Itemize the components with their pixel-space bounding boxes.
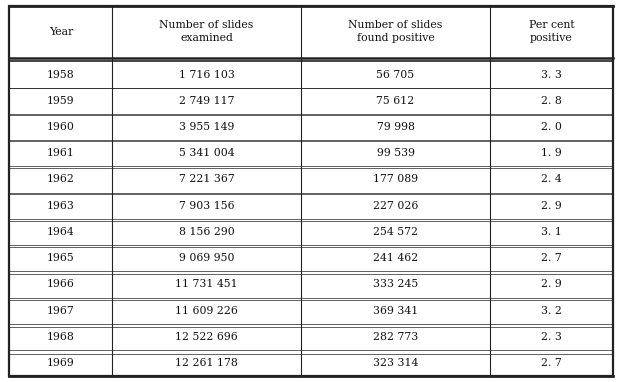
Text: 11 609 226: 11 609 226 bbox=[175, 306, 238, 316]
Text: 1961: 1961 bbox=[47, 148, 75, 158]
Text: 1959: 1959 bbox=[47, 96, 75, 106]
Text: 1 716 103: 1 716 103 bbox=[179, 70, 234, 79]
Text: 323 314: 323 314 bbox=[373, 358, 418, 368]
Text: 333 245: 333 245 bbox=[373, 280, 418, 290]
Text: 11 731 451: 11 731 451 bbox=[175, 280, 238, 290]
Text: 241 462: 241 462 bbox=[373, 253, 418, 263]
Text: 1969: 1969 bbox=[47, 358, 75, 368]
Text: 227 026: 227 026 bbox=[373, 201, 418, 211]
Text: 1968: 1968 bbox=[47, 332, 75, 342]
Text: 12 522 696: 12 522 696 bbox=[175, 332, 238, 342]
Text: 2. 8: 2. 8 bbox=[541, 96, 562, 106]
Text: 2. 7: 2. 7 bbox=[541, 358, 562, 368]
Text: Year: Year bbox=[49, 27, 73, 37]
Text: 8 156 290: 8 156 290 bbox=[179, 227, 234, 237]
Text: 3 955 149: 3 955 149 bbox=[179, 122, 234, 132]
Text: 282 773: 282 773 bbox=[373, 332, 418, 342]
Text: 1958: 1958 bbox=[47, 70, 75, 79]
Text: 2. 3: 2. 3 bbox=[541, 332, 562, 342]
Text: 3. 1: 3. 1 bbox=[541, 227, 562, 237]
Text: 79 998: 79 998 bbox=[376, 122, 414, 132]
Text: 7 221 367: 7 221 367 bbox=[179, 175, 234, 185]
Text: 2. 0: 2. 0 bbox=[541, 122, 562, 132]
Text: 2. 9: 2. 9 bbox=[541, 280, 562, 290]
Text: 1964: 1964 bbox=[47, 227, 75, 237]
Text: Number of slides
found positive: Number of slides found positive bbox=[348, 21, 443, 43]
Text: 99 539: 99 539 bbox=[376, 148, 414, 158]
Text: 3. 3: 3. 3 bbox=[541, 70, 562, 79]
Text: 1967: 1967 bbox=[47, 306, 75, 316]
Text: Number of slides
examined: Number of slides examined bbox=[159, 21, 254, 43]
Text: 2. 4: 2. 4 bbox=[541, 175, 562, 185]
Text: 1962: 1962 bbox=[47, 175, 75, 185]
Text: 9 069 950: 9 069 950 bbox=[179, 253, 234, 263]
Text: 254 572: 254 572 bbox=[373, 227, 418, 237]
Text: 75 612: 75 612 bbox=[376, 96, 415, 106]
Text: 1963: 1963 bbox=[47, 201, 75, 211]
Text: 369 341: 369 341 bbox=[373, 306, 418, 316]
Text: Per cent
positive: Per cent positive bbox=[529, 21, 574, 43]
Text: 1960: 1960 bbox=[47, 122, 75, 132]
Text: 2. 7: 2. 7 bbox=[541, 253, 562, 263]
Text: 7 903 156: 7 903 156 bbox=[179, 201, 234, 211]
Text: 1965: 1965 bbox=[47, 253, 75, 263]
Text: 177 089: 177 089 bbox=[373, 175, 418, 185]
Text: 12 261 178: 12 261 178 bbox=[175, 358, 238, 368]
Text: 1. 9: 1. 9 bbox=[541, 148, 562, 158]
Text: 2. 9: 2. 9 bbox=[541, 201, 562, 211]
Text: 5 341 004: 5 341 004 bbox=[179, 148, 234, 158]
Text: 2 749 117: 2 749 117 bbox=[179, 96, 234, 106]
Text: 3. 2: 3. 2 bbox=[541, 306, 562, 316]
Text: 56 705: 56 705 bbox=[376, 70, 415, 79]
Text: 1966: 1966 bbox=[47, 280, 75, 290]
